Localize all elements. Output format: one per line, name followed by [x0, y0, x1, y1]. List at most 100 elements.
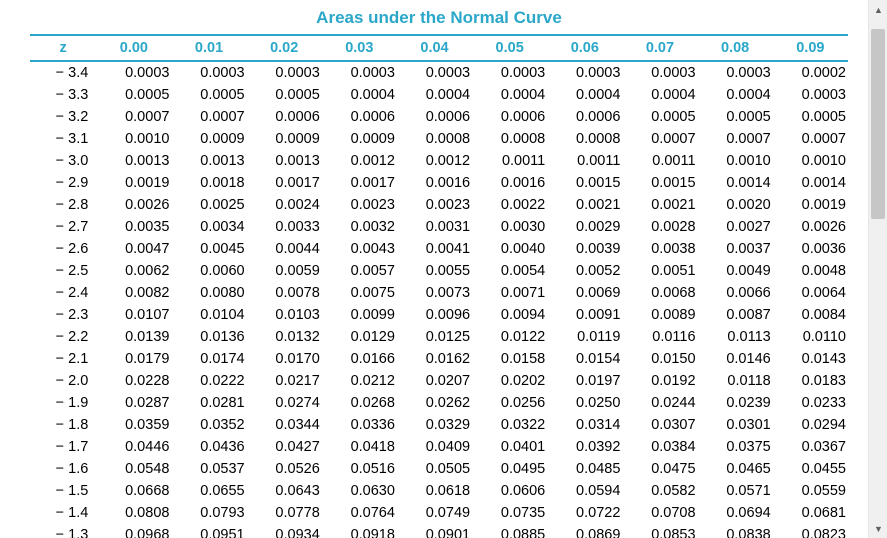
table-row: − 2.00.02280.02220.02170.02120.02070.020… — [30, 370, 848, 392]
value-cell: 0.0495 — [472, 458, 547, 480]
value-cell: 0.0113 — [698, 326, 773, 348]
value-cell: 0.0455 — [773, 458, 848, 480]
value-cell: 0.0004 — [547, 84, 622, 106]
value-cell: 0.0526 — [247, 458, 322, 480]
table-row: − 2.90.00190.00180.00170.00170.00160.001… — [30, 172, 848, 194]
value-cell: 0.0336 — [322, 414, 397, 436]
z-cell: − 1.7 — [30, 436, 96, 458]
value-cell: 0.0006 — [547, 106, 622, 128]
value-cell: 0.0044 — [247, 238, 322, 260]
value-cell: 0.0007 — [96, 106, 171, 128]
value-cell: 0.0934 — [247, 524, 322, 538]
value-cell: 0.0016 — [397, 172, 472, 194]
value-cell: 0.0007 — [171, 106, 246, 128]
table-row: − 1.30.09680.09510.09340.09180.09010.088… — [30, 524, 848, 538]
value-cell: 0.0047 — [96, 238, 171, 260]
value-cell: 0.0066 — [698, 282, 773, 304]
z-cell: − 1.9 — [30, 392, 96, 414]
z-cell: − 1.5 — [30, 480, 96, 502]
value-cell: 0.0024 — [247, 194, 322, 216]
value-cell: 0.0013 — [96, 150, 171, 172]
value-cell: 0.0013 — [247, 150, 322, 172]
value-cell: 0.0069 — [547, 282, 622, 304]
value-cell: 0.0212 — [322, 370, 397, 392]
value-cell: 0.0082 — [96, 282, 171, 304]
value-cell: 0.0012 — [397, 150, 472, 172]
table-row: − 3.20.00070.00070.00060.00060.00060.000… — [30, 106, 848, 128]
z-cell: − 1.4 — [30, 502, 96, 524]
table-row: − 1.90.02870.02810.02740.02680.02620.025… — [30, 392, 848, 414]
value-cell: 0.0250 — [547, 392, 622, 414]
value-cell: 0.0015 — [622, 172, 697, 194]
value-cell: 0.0084 — [773, 304, 848, 326]
value-cell: 0.0080 — [171, 282, 246, 304]
value-cell: 0.0154 — [547, 348, 622, 370]
value-cell: 0.0392 — [547, 436, 622, 458]
value-cell: 0.0054 — [472, 260, 547, 282]
table-row: − 1.50.06680.06550.06430.06300.06180.060… — [30, 480, 848, 502]
value-cell: 0.0007 — [622, 128, 697, 150]
value-cell: 0.0036 — [773, 238, 848, 260]
value-cell: 0.0274 — [247, 392, 322, 414]
value-cell: 0.0110 — [773, 326, 848, 348]
value-cell: 0.0281 — [171, 392, 246, 414]
z-cell: − 1.3 — [30, 524, 96, 538]
value-cell: 0.0060 — [171, 260, 246, 282]
value-cell: 0.0217 — [247, 370, 322, 392]
value-cell: 0.0057 — [322, 260, 397, 282]
value-cell: 0.0075 — [322, 282, 397, 304]
value-cell: 0.0516 — [322, 458, 397, 480]
value-cell: 0.0694 — [698, 502, 773, 524]
value-cell: 0.0010 — [96, 128, 171, 150]
value-cell: 0.0446 — [96, 436, 171, 458]
value-cell: 0.0869 — [547, 524, 622, 538]
value-cell: 0.0427 — [247, 436, 322, 458]
value-cell: 0.0004 — [698, 84, 773, 106]
value-cell: 0.0344 — [247, 414, 322, 436]
value-cell: 0.0268 — [322, 392, 397, 414]
value-cell: 0.0838 — [698, 524, 773, 538]
z-cell: − 2.3 — [30, 304, 96, 326]
z-cell: − 3.1 — [30, 128, 96, 150]
value-cell: 0.0040 — [472, 238, 547, 260]
value-cell: 0.0008 — [397, 128, 472, 150]
value-cell: 0.0026 — [773, 216, 848, 238]
value-cell: 0.0116 — [622, 326, 697, 348]
scrollbar-thumb[interactable] — [871, 29, 885, 219]
value-cell: 0.0013 — [171, 150, 246, 172]
table-row: − 2.10.01790.01740.01700.01660.01620.015… — [30, 348, 848, 370]
value-cell: 0.0294 — [773, 414, 848, 436]
value-cell: 0.0749 — [397, 502, 472, 524]
value-cell: 0.0143 — [773, 348, 848, 370]
value-cell: 0.0003 — [622, 61, 697, 84]
z-cell: − 3.3 — [30, 84, 96, 106]
value-cell: 0.0028 — [622, 216, 697, 238]
col-header-0.07: 0.07 — [622, 35, 697, 61]
value-cell: 0.0582 — [622, 480, 697, 502]
value-cell: 0.0049 — [698, 260, 773, 282]
table-scroll-container[interactable]: Areas under the Normal Curve z0.000.010.… — [0, 0, 868, 538]
value-cell: 0.0009 — [247, 128, 322, 150]
z-cell: − 1.8 — [30, 414, 96, 436]
value-cell: 0.0968 — [96, 524, 171, 538]
col-header-0.09: 0.09 — [773, 35, 848, 61]
value-cell: 0.0064 — [773, 282, 848, 304]
value-cell: 0.0192 — [622, 370, 697, 392]
value-cell: 0.0401 — [472, 436, 547, 458]
value-cell: 0.0010 — [773, 150, 848, 172]
scroll-down-arrow-icon[interactable]: ▼ — [869, 519, 887, 538]
value-cell: 0.0465 — [698, 458, 773, 480]
value-cell: 0.0006 — [472, 106, 547, 128]
value-cell: 0.0068 — [622, 282, 697, 304]
value-cell: 0.0793 — [171, 502, 246, 524]
value-cell: 0.0030 — [472, 216, 547, 238]
value-cell: 0.0019 — [773, 194, 848, 216]
vertical-scrollbar[interactable]: ▲ ▼ — [868, 0, 887, 538]
value-cell: 0.0009 — [171, 128, 246, 150]
table-row: − 2.60.00470.00450.00440.00430.00410.004… — [30, 238, 848, 260]
value-cell: 0.0129 — [322, 326, 397, 348]
scroll-up-arrow-icon[interactable]: ▲ — [869, 0, 887, 19]
value-cell: 0.0089 — [622, 304, 697, 326]
value-cell: 0.0005 — [96, 84, 171, 106]
scrollbar-track[interactable] — [869, 19, 887, 519]
